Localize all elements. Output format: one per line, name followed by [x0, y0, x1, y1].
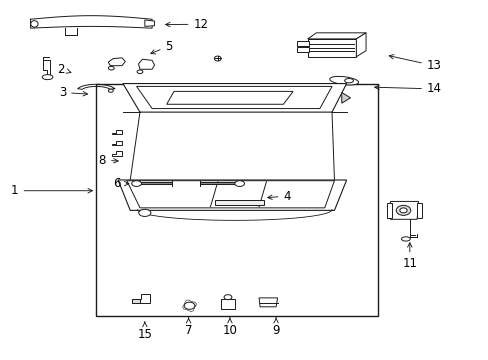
Polygon shape — [131, 298, 140, 303]
Polygon shape — [138, 59, 154, 69]
Ellipse shape — [329, 76, 358, 85]
Polygon shape — [356, 33, 366, 57]
Polygon shape — [136, 86, 331, 109]
Polygon shape — [122, 84, 346, 112]
Ellipse shape — [42, 75, 53, 80]
Text: 3: 3 — [59, 86, 87, 99]
Ellipse shape — [108, 66, 114, 70]
Text: 10: 10 — [222, 318, 237, 337]
Polygon shape — [296, 47, 308, 52]
Polygon shape — [108, 58, 125, 66]
Polygon shape — [296, 41, 308, 46]
Text: 9: 9 — [272, 318, 279, 337]
Polygon shape — [307, 39, 356, 57]
Ellipse shape — [31, 21, 38, 27]
Text: 1: 1 — [11, 184, 92, 197]
Polygon shape — [416, 203, 421, 217]
Polygon shape — [259, 298, 277, 307]
Text: 12: 12 — [165, 18, 208, 31]
Bar — [220, 298, 235, 309]
Bar — [96, 84, 377, 316]
Polygon shape — [42, 60, 50, 75]
Ellipse shape — [401, 237, 409, 241]
Polygon shape — [215, 200, 264, 205]
Ellipse shape — [184, 302, 195, 309]
Ellipse shape — [224, 295, 231, 300]
Text: 11: 11 — [402, 243, 416, 270]
Polygon shape — [144, 20, 154, 26]
Text: 8: 8 — [99, 154, 118, 167]
Text: 5: 5 — [150, 40, 172, 54]
Polygon shape — [136, 182, 171, 184]
Polygon shape — [389, 202, 418, 219]
Polygon shape — [126, 181, 334, 208]
Polygon shape — [118, 180, 346, 210]
Text: 7: 7 — [184, 318, 192, 337]
Polygon shape — [166, 91, 292, 104]
Ellipse shape — [234, 181, 244, 186]
Text: 6: 6 — [113, 177, 129, 190]
Ellipse shape — [399, 208, 407, 213]
Text: 15: 15 — [137, 322, 152, 341]
Polygon shape — [341, 93, 350, 103]
Polygon shape — [131, 294, 149, 303]
Ellipse shape — [137, 70, 142, 73]
Text: 14: 14 — [374, 82, 441, 95]
Ellipse shape — [344, 78, 353, 83]
Polygon shape — [200, 182, 239, 184]
Text: 4: 4 — [267, 190, 290, 203]
Text: 13: 13 — [388, 55, 441, 72]
Polygon shape — [386, 203, 391, 217]
Ellipse shape — [139, 209, 151, 216]
Ellipse shape — [214, 56, 221, 61]
Polygon shape — [307, 33, 366, 39]
Polygon shape — [112, 141, 122, 145]
Ellipse shape — [395, 205, 410, 215]
Ellipse shape — [108, 89, 113, 92]
Polygon shape — [112, 152, 122, 156]
Ellipse shape — [131, 181, 141, 186]
Polygon shape — [112, 130, 122, 134]
Text: 2: 2 — [57, 63, 71, 76]
